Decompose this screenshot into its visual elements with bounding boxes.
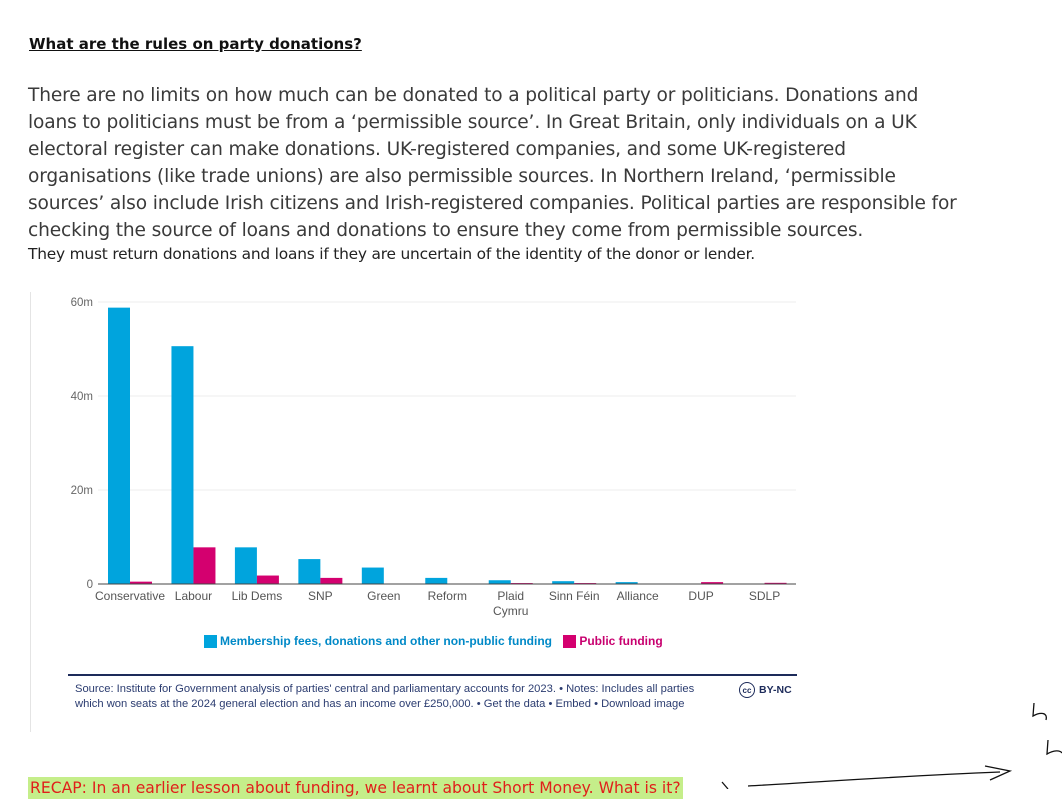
rules-paragraph: There are no limits on how much can be d… xyxy=(28,85,957,241)
bar[interactable] xyxy=(361,567,384,584)
x-tick-label: Conservative xyxy=(95,589,165,603)
bar[interactable] xyxy=(701,582,724,584)
y-tick-label: 60m xyxy=(71,297,93,309)
chart-legend: Membership fees, donations and other non… xyxy=(204,634,664,651)
x-tick-label: DUP xyxy=(688,589,713,603)
bar[interactable] xyxy=(193,547,216,584)
x-tick-label: Labour xyxy=(175,589,212,603)
bar[interactable] xyxy=(488,580,511,584)
x-tick-label: SNP xyxy=(308,589,333,603)
bar[interactable] xyxy=(425,577,448,584)
x-tick-label: Green xyxy=(367,589,400,603)
rules-paragraph-small: They must return donations and loans if … xyxy=(28,245,755,263)
ink-arrow-shaft xyxy=(747,771,1001,787)
bar[interactable] xyxy=(130,581,152,584)
x-tick-label: Alliance xyxy=(617,589,659,603)
legend-swatch-non-public xyxy=(204,634,217,648)
bar[interactable] xyxy=(320,577,343,584)
bar[interactable] xyxy=(108,307,130,584)
x-tick-label: SDLP xyxy=(749,589,780,603)
creative-commons-icon: cc xyxy=(739,682,755,698)
ink-arrow-head xyxy=(984,765,1013,781)
chart-source-notes: Source: Institute for Government analysi… xyxy=(75,683,695,710)
x-tick-label: Lib Dems xyxy=(232,589,283,603)
section-heading: What are the rules on party donations? xyxy=(29,35,362,53)
bar[interactable] xyxy=(298,559,321,584)
legend-label-non-public: Membership fees, donations and other non… xyxy=(220,634,552,648)
bar[interactable] xyxy=(615,582,638,584)
y-tick-label: 0 xyxy=(87,579,93,591)
x-tick-label: Cymru xyxy=(493,604,528,618)
bar[interactable] xyxy=(234,547,257,584)
legend-swatch-public xyxy=(563,634,577,648)
bar[interactable] xyxy=(764,582,787,584)
ink-scribble-2 xyxy=(1046,739,1062,756)
license-badge[interactable]: cc BY-NC xyxy=(739,682,792,698)
x-tick-label: Sinn Féin xyxy=(549,589,600,603)
bar[interactable] xyxy=(256,575,279,584)
y-tick-label: 20m xyxy=(71,485,93,497)
bar[interactable] xyxy=(171,346,194,584)
x-tick-label: Plaid xyxy=(497,589,524,603)
x-tick-label: Reform xyxy=(428,589,467,603)
bar[interactable] xyxy=(552,581,575,584)
license-text: BY-NC xyxy=(759,684,792,696)
y-tick-label: 40m xyxy=(71,391,93,403)
ink-tick-mark xyxy=(721,781,729,789)
funding-bar-chart: 0 20m 40m 60m Conservative Labour Lib Dems SNP G… xyxy=(71,297,796,618)
funding-chart-card: 0 20m 40m 60m Conservative Labour Lib Dems SNP G… xyxy=(30,292,806,732)
source-divider xyxy=(68,674,797,676)
legend-item-non-public[interactable]: Membership fees, donations and other non… xyxy=(204,634,552,648)
ink-scribble-1 xyxy=(1032,702,1047,721)
legend-label-public: Public funding xyxy=(579,634,663,648)
legend-item-public[interactable]: Public funding xyxy=(563,634,663,648)
